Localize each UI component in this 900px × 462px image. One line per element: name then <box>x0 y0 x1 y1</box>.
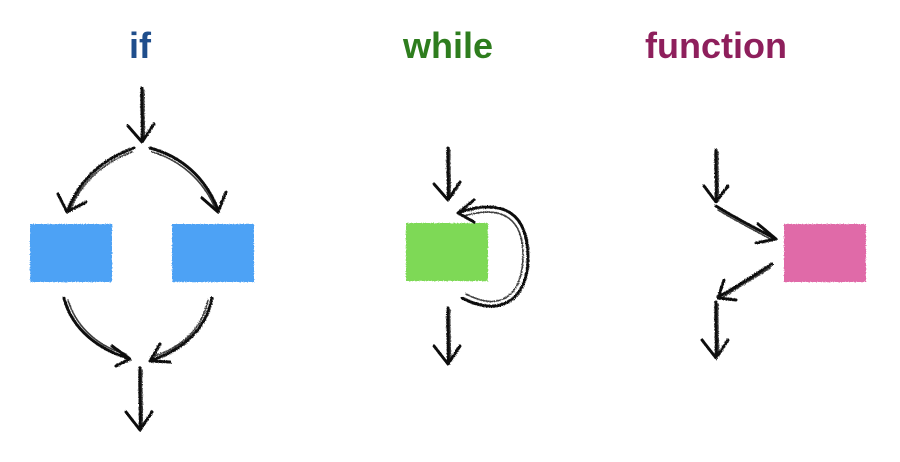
function-diagram <box>700 148 866 360</box>
if-diagram <box>30 86 254 432</box>
while-loop-arrow <box>456 198 530 308</box>
function-title: function <box>645 25 787 66</box>
while-diagram <box>406 146 530 366</box>
if-split-right-arrow <box>148 146 228 214</box>
while-entry-arrow <box>432 146 462 202</box>
if-merge-right-arrow <box>148 296 214 364</box>
function-call-arrow <box>714 204 778 245</box>
function-exit-arrow <box>700 300 730 360</box>
if-exit-arrow <box>124 366 154 432</box>
function-return-arrow <box>716 262 774 302</box>
if-merge-left-arrow <box>62 296 132 368</box>
if-split-left-arrow <box>56 146 136 214</box>
if-entry-arrow <box>126 86 156 144</box>
if-branch-box-right <box>172 224 254 282</box>
function-body-box <box>784 224 866 282</box>
if-title: if <box>129 25 151 66</box>
while-title: while <box>402 25 494 66</box>
if-branch-box-left <box>30 224 112 282</box>
function-entry-arrow <box>702 148 730 204</box>
while-exit-arrow <box>432 306 462 366</box>
while-body-box <box>406 223 488 281</box>
